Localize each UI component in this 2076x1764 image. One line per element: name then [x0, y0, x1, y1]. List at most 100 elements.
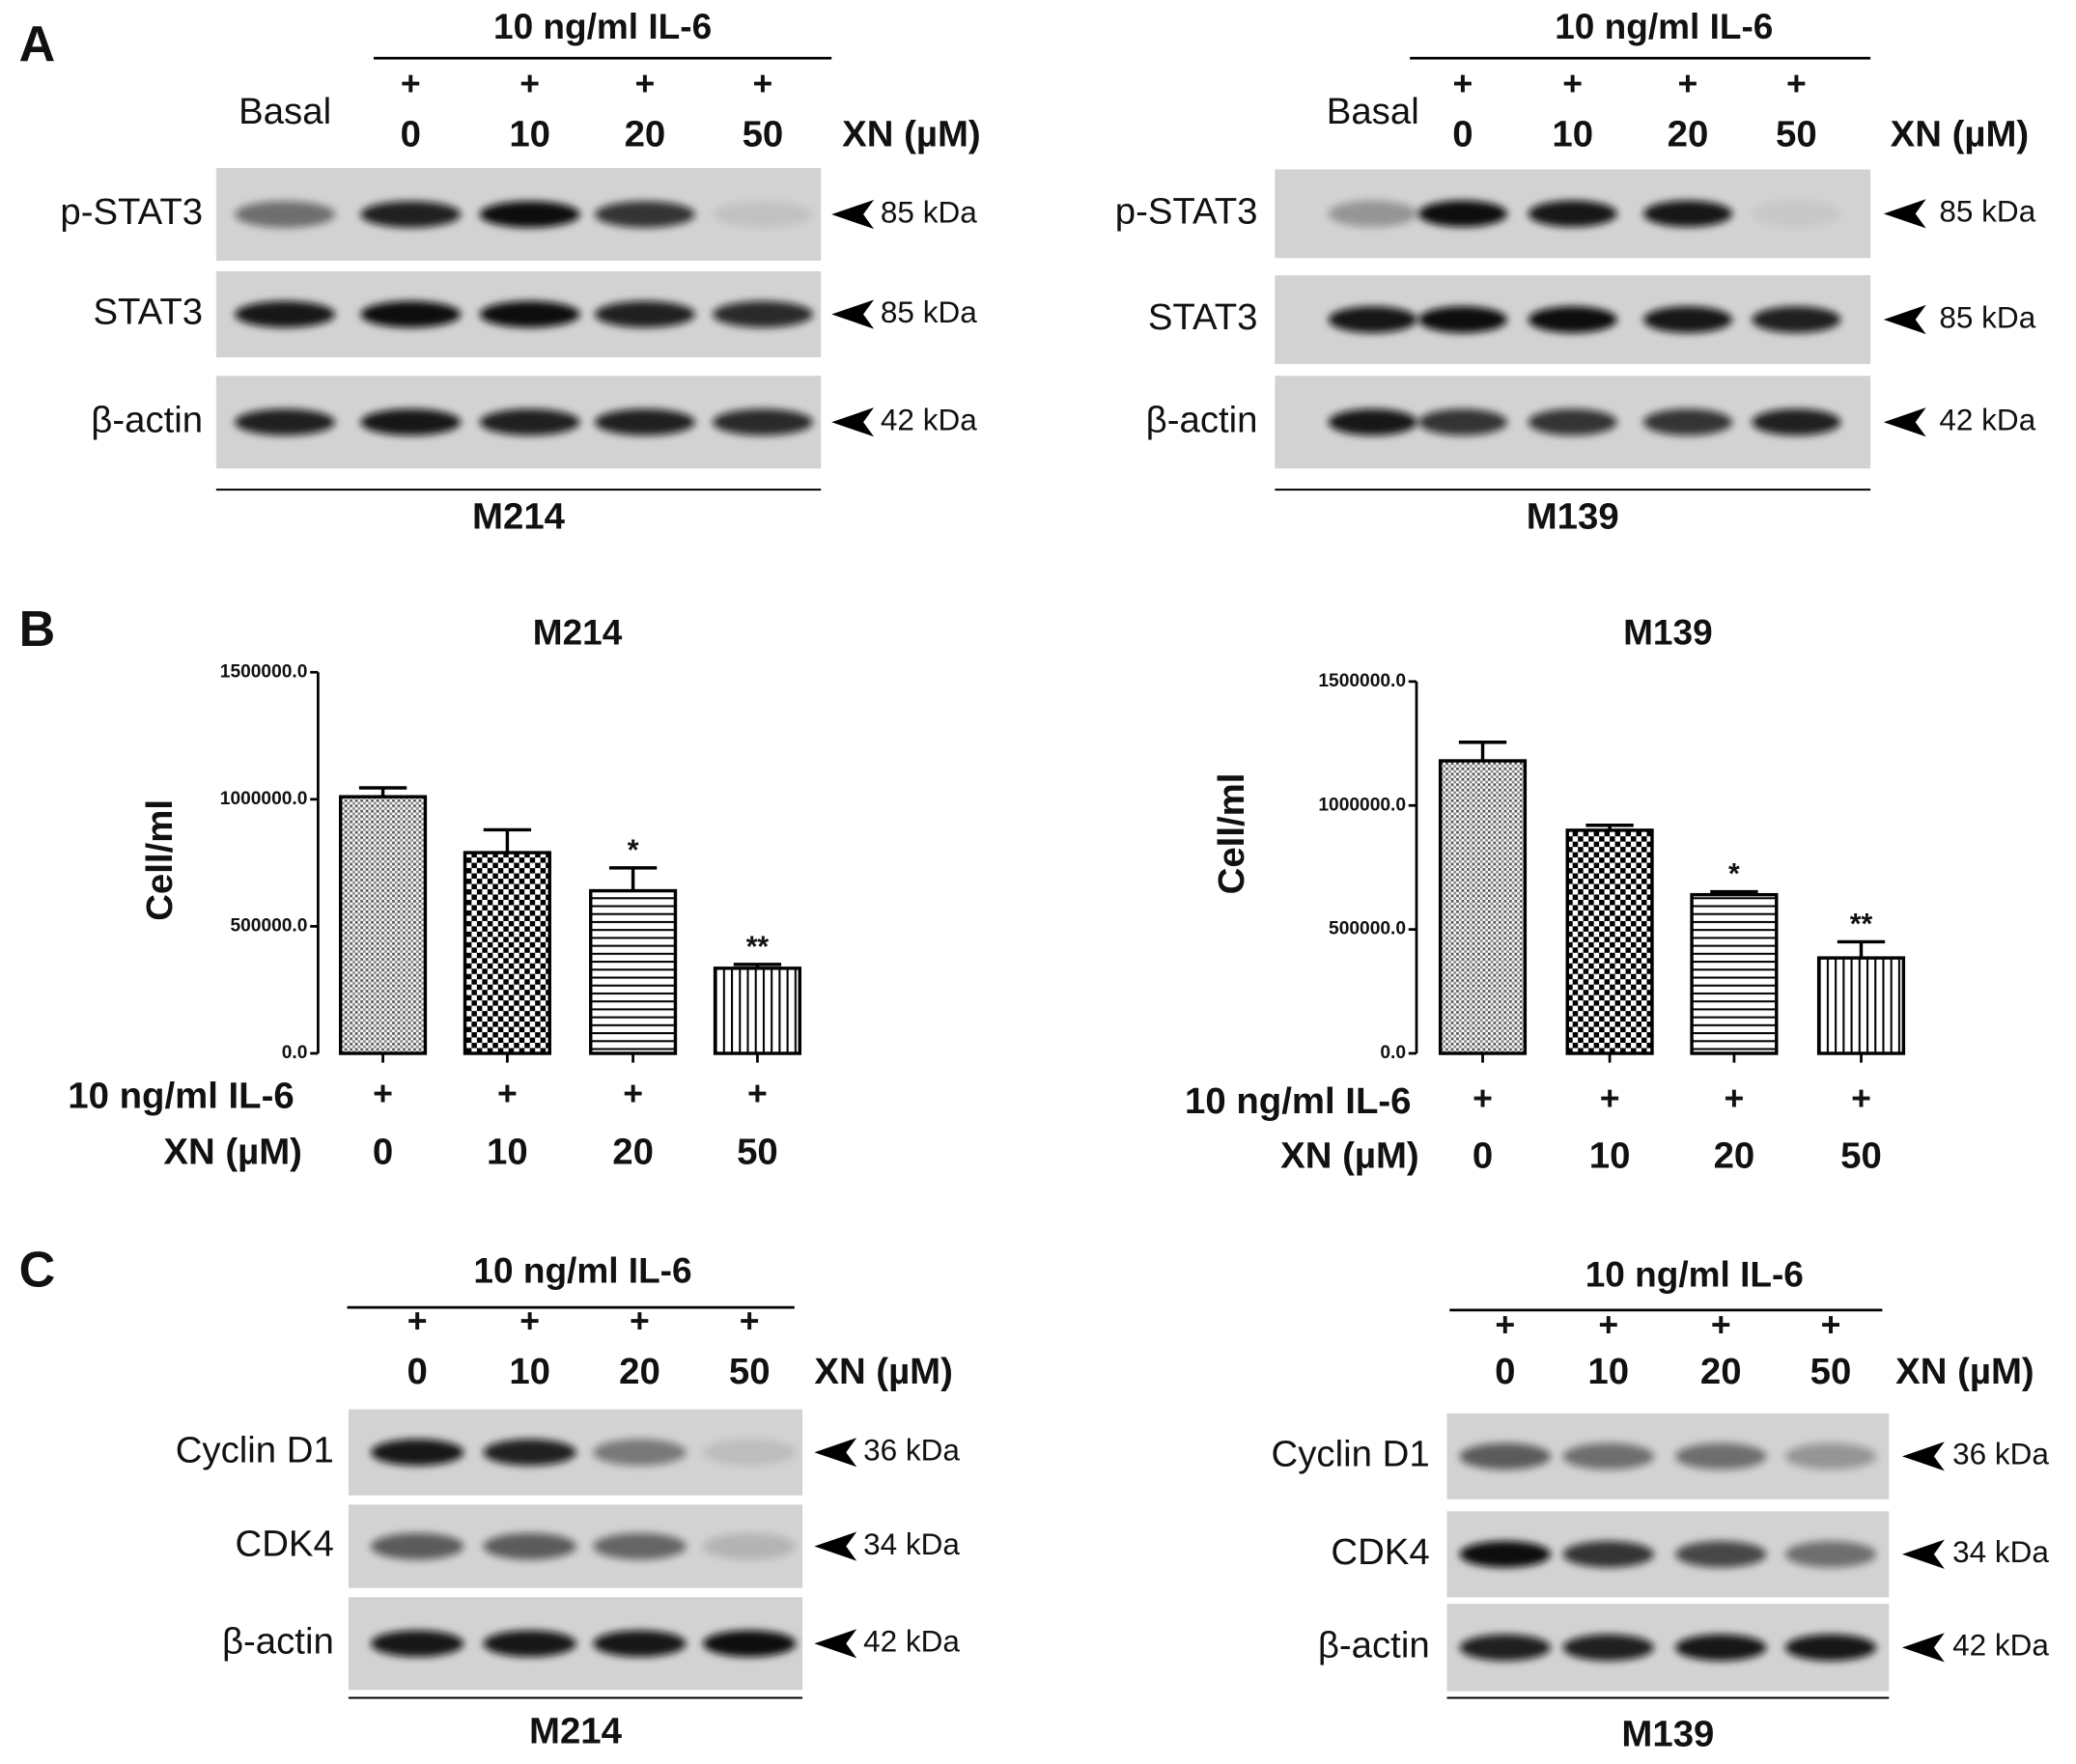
blot-band: [1528, 408, 1617, 435]
protein-label: CDK4: [1331, 1531, 1429, 1573]
treatment-header: 10 ng/ml IL-6: [1585, 1254, 1804, 1294]
blot-band: [594, 300, 695, 328]
arrowhead: [814, 1629, 857, 1659]
blot-band: [235, 201, 336, 228]
blot-band: [1562, 1541, 1654, 1568]
blot-band: [1328, 306, 1417, 333]
blot-band: [712, 300, 813, 328]
blot-band: [1752, 306, 1841, 333]
dose-label: 10: [509, 1351, 550, 1392]
treatment-mark: +: [407, 1302, 428, 1340]
dose-label: 10: [1587, 1351, 1629, 1392]
blot-band: [594, 408, 695, 435]
treatment-mark: +: [373, 1074, 393, 1112]
blot-band: [1528, 200, 1617, 228]
size-label: 85 kDa: [1939, 194, 2035, 229]
y-tick-label: 1000000.0: [220, 789, 308, 809]
dose-label: 0: [1452, 113, 1473, 154]
treatment-mark: +: [519, 1302, 540, 1340]
dose-label: 50: [743, 113, 784, 154]
dose-label: 20: [1700, 1351, 1742, 1392]
treatment-mark: +: [747, 1074, 768, 1112]
blot-band: [1675, 1541, 1767, 1568]
size-label: 34 kDa: [863, 1526, 960, 1561]
treatment-label: 10 ng/ml IL-6: [68, 1076, 294, 1117]
x-tick-label: 10: [1589, 1134, 1631, 1176]
blot-band: [1784, 1541, 1877, 1568]
treatment-mark: +: [497, 1074, 518, 1112]
blot-band: [703, 1630, 797, 1657]
y-tick-label: 500000.0: [1329, 919, 1406, 939]
x-tick-label: 0: [1473, 1134, 1493, 1176]
treatment-header: 10 ng/ml IL-6: [1555, 7, 1773, 46]
treatment-mark: +: [1598, 1305, 1618, 1344]
dose-label: 10: [1552, 113, 1593, 154]
y-tick-label: 0.0: [282, 1043, 308, 1063]
x-tick-label: 20: [1714, 1134, 1755, 1176]
dose-axis-label: XN (µM): [1891, 113, 2030, 154]
blot-band: [1328, 408, 1417, 435]
protein-label: β-actin: [91, 399, 203, 440]
y-tick-label: 1500000.0: [1318, 671, 1406, 691]
dose-label: 10: [509, 113, 550, 154]
treatment-mark: +: [635, 64, 656, 102]
protein-label: Cyclin D1: [176, 1429, 334, 1470]
treatment-header: 10 ng/ml IL-6: [493, 7, 712, 46]
blot-band: [703, 1439, 797, 1466]
protein-label: β-actin: [222, 1620, 334, 1662]
basal-label: Basal: [1327, 91, 1419, 132]
bar: [338, 795, 428, 1055]
x-tick-label: 50: [737, 1131, 778, 1172]
blot-band: [1752, 408, 1841, 435]
arrowhead: [1901, 1442, 1945, 1471]
panel-label: A: [19, 16, 56, 72]
blot-band: [1459, 1442, 1552, 1470]
arrowhead: [814, 1438, 857, 1468]
blot-band: [1562, 1634, 1654, 1662]
treatment-mark: +: [630, 1302, 650, 1340]
dose-label: 20: [625, 113, 666, 154]
blot-band: [371, 1532, 464, 1560]
blot-band: [360, 408, 462, 435]
treatment-mark: +: [1711, 1305, 1731, 1344]
cell-line-label: M214: [529, 1711, 623, 1752]
blot-band: [712, 201, 813, 228]
blot-band: [371, 1630, 464, 1657]
blot-band: [1417, 306, 1508, 333]
bar: [1438, 759, 1528, 1055]
protein-label: STAT3: [1148, 296, 1258, 338]
treatment-mark: +: [1495, 1305, 1515, 1344]
blot-band: [1417, 408, 1508, 435]
bar: [1816, 956, 1906, 1055]
size-label: 42 kDa: [1952, 1628, 2049, 1663]
blot-band: [360, 201, 462, 228]
chart-title: M139: [1623, 613, 1713, 653]
arrowhead: [831, 299, 875, 329]
cell-line-label: M214: [472, 495, 566, 537]
protein-label: β-actin: [1318, 1625, 1430, 1666]
blot-band: [479, 300, 580, 328]
dose-label: 20: [619, 1351, 660, 1392]
y-tick-label: 500000.0: [230, 915, 307, 936]
blot-band: [1784, 1442, 1877, 1470]
blot-band: [593, 1439, 687, 1466]
blot-band: [1675, 1634, 1767, 1662]
bar: [1690, 892, 1779, 1055]
arrowhead: [1883, 407, 1926, 437]
significance: **: [1850, 909, 1873, 940]
treatment-mark: +: [1786, 64, 1807, 102]
x-tick-label: 10: [487, 1131, 528, 1172]
treatment-mark: +: [1851, 1079, 1871, 1118]
size-label: 85 kDa: [881, 194, 977, 229]
arrowhead: [1901, 1633, 1945, 1663]
treatment-label: 10 ng/ml IL-6: [1185, 1080, 1411, 1122]
blot-band: [235, 300, 336, 328]
protein-label: STAT3: [93, 292, 203, 333]
chart-title: M214: [533, 613, 623, 653]
treatment-mark: +: [1600, 1079, 1620, 1118]
blot-band: [1642, 306, 1733, 333]
basal-label: Basal: [238, 91, 331, 132]
treatment-mark: +: [519, 64, 540, 102]
blot-band: [1459, 1541, 1552, 1568]
dose-axis-label: XN (µM): [842, 113, 981, 154]
